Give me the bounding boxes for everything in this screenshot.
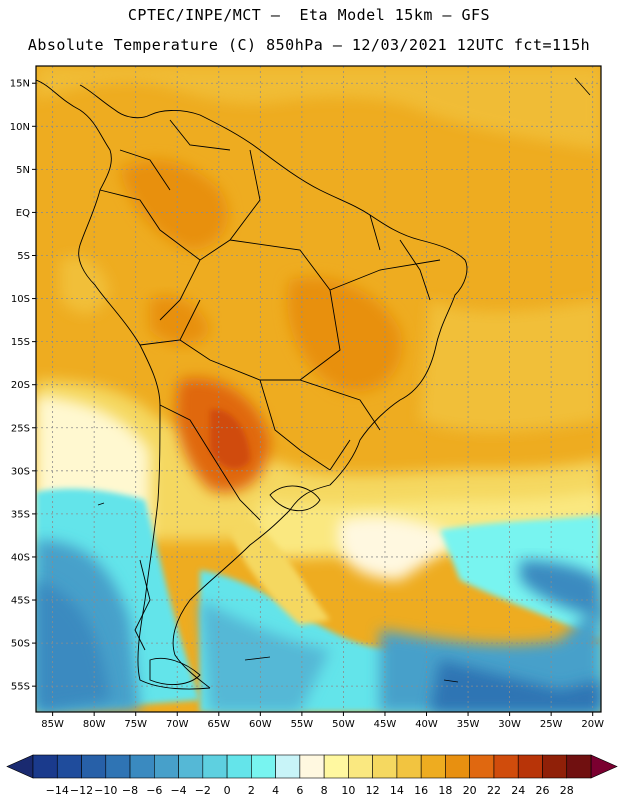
coastline-outline [36, 79, 468, 690]
colorbar-label: 12 [366, 784, 380, 797]
colorbar-label: 18 [438, 784, 452, 797]
colorbar-swatch [275, 754, 301, 779]
lon-label: 20W [581, 719, 604, 730]
colorbar-swatch [542, 754, 568, 779]
title-line-1: CPTEC/INPE/MCT – Eta Model 15km – GFS [127, 6, 491, 24]
colorbar-label: 26 [535, 784, 549, 797]
lat-label: 25S [11, 423, 30, 434]
colorbar-label: −6 [146, 784, 162, 797]
colorbar-swatch [178, 754, 204, 779]
colorbar-swatch [372, 754, 398, 779]
lon-label: 30W [498, 719, 521, 730]
islands [97, 77, 591, 683]
colorbar-swatch [517, 754, 543, 779]
lon-label: 70W [166, 719, 189, 730]
colorbar [6, 754, 618, 779]
lat-label: EQ [16, 208, 30, 219]
lon-label: 35W [457, 719, 480, 730]
colorbar-swatch [32, 754, 58, 779]
colorbar-label: 16 [414, 784, 428, 797]
colorbar-label: −10 [94, 784, 117, 797]
colorbar-label: 2 [248, 784, 255, 797]
colorbar-swatch [202, 754, 228, 779]
title-line-2: Absolute Temperature (C) 850hPa – 12/03/… [27, 36, 591, 54]
colorbar-swatch [469, 754, 495, 779]
lon-label: 45W [374, 719, 397, 730]
lon-label: 25W [540, 719, 563, 730]
colorbar-label: 14 [390, 784, 404, 797]
colorbar-swatch [129, 754, 155, 779]
lat-label: 15S [11, 337, 30, 348]
colorbar-swatch [56, 754, 82, 779]
colorbar-label: 6 [296, 784, 303, 797]
lon-label: 55W [291, 719, 314, 730]
lat-label: 10N [10, 122, 30, 133]
lat-label: 35S [11, 509, 30, 520]
colorbar-label: 28 [560, 784, 574, 797]
lon-label: 65W [207, 719, 230, 730]
colorbar-swatch [348, 754, 373, 779]
colorbar-swatch [226, 754, 252, 779]
colorbar-label: −12 [70, 784, 93, 797]
lat-lon-grid [36, 66, 601, 712]
colorbar-swatch [445, 754, 470, 779]
lat-label: 5S [17, 251, 30, 262]
colorbar-labels: −14 −12 −10 −8 −6 −4 −2 0 2 4 6 8 10 12 14 16 18 20 22 24 26… [46, 784, 574, 797]
latitude-axis: 15N 10N 5N EQ 5S 10S 15S 20S 25S 30S 35S 40S 45S 50S 5… [10, 79, 36, 693]
lon-label: 75W [124, 719, 147, 730]
colorbar-swatch [251, 754, 276, 779]
lon-label: 85W [41, 719, 64, 730]
colorbar-label: −14 [46, 784, 69, 797]
temperature-field [36, 66, 601, 712]
colorbar-label: 22 [487, 784, 501, 797]
colorbar-swatch [154, 754, 179, 779]
colorbar-label: 0 [224, 784, 231, 797]
lat-label: 20S [11, 380, 30, 391]
lat-label: 55S [11, 682, 30, 693]
colorbar-label: 8 [321, 784, 328, 797]
lon-label: 60W [249, 719, 272, 730]
lon-label: 50W [332, 719, 355, 730]
colorbar-swatch [299, 754, 325, 779]
colorbar-label: 24 [511, 784, 525, 797]
colorbar-label: −4 [170, 784, 186, 797]
colorbar-label: 10 [341, 784, 355, 797]
longitude-axis: 85W 80W 75W 70W 65W 60W 55W 50W 45W 40W 35W 30W 25W 2… [41, 712, 604, 730]
colorbar-swatch [396, 754, 422, 779]
lat-label: 40S [11, 552, 30, 563]
map-frame [35, 65, 602, 713]
colorbar-swatch [323, 754, 349, 779]
lat-label: 45S [11, 596, 30, 607]
colorbar-label: 4 [272, 784, 279, 797]
lat-label: 15N [10, 79, 30, 90]
colorbar-swatch [566, 754, 592, 779]
colorbar-arrow-right [590, 754, 618, 779]
colorbar-swatch [420, 754, 446, 779]
lat-label: 5N [16, 165, 30, 176]
lat-label: 50S [11, 639, 30, 650]
colorbar-arrow-left [6, 754, 34, 779]
lat-label: 30S [11, 466, 30, 477]
colorbar-swatch [81, 754, 107, 779]
colorbar-label: −2 [195, 784, 211, 797]
lon-label: 80W [83, 719, 106, 730]
lat-label: 10S [11, 294, 30, 305]
colorbar-label: 20 [463, 784, 477, 797]
lon-label: 40W [415, 719, 438, 730]
colorbar-swatch [105, 754, 131, 779]
colorbar-label: −8 [122, 784, 138, 797]
colorbar-swatch [493, 754, 519, 779]
